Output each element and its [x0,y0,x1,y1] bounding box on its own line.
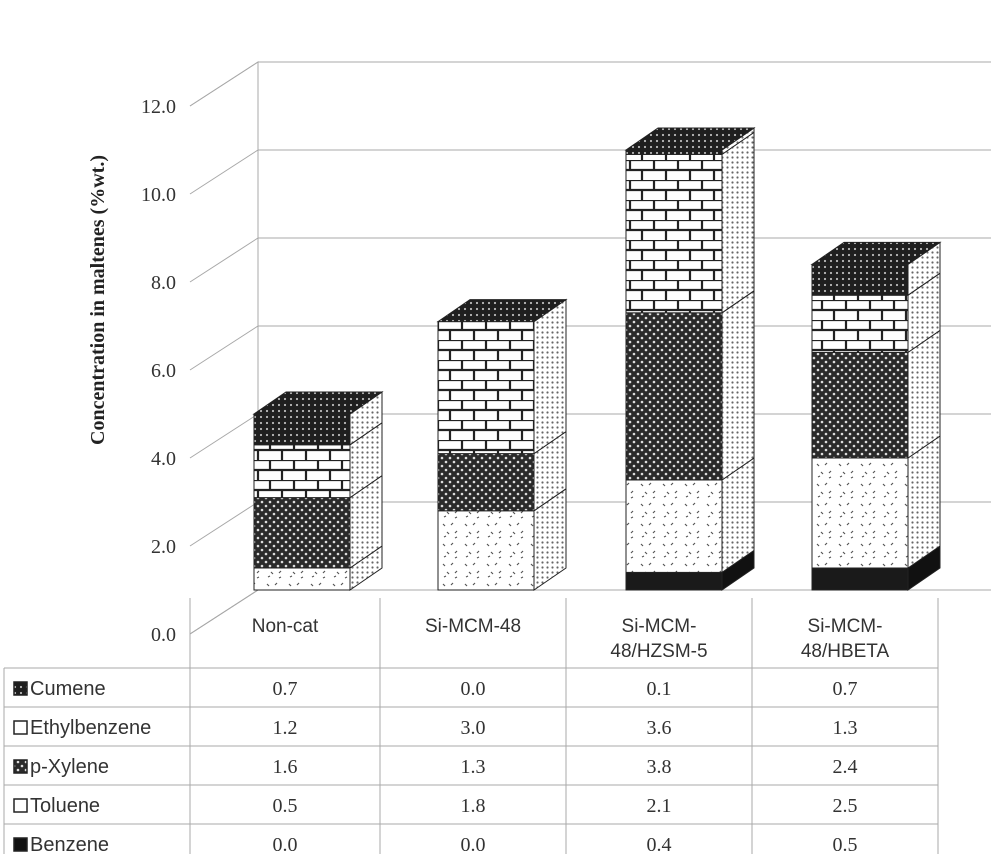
bar-segment [253,567,351,591]
bars [252,127,942,591]
bar-segment [437,453,535,512]
table-cell-value: 0.5 [833,834,858,854]
legend-label: Toluene [30,795,100,817]
table-cell-value: 2.4 [833,756,858,778]
bar-segment [811,294,909,353]
table-cell-value: 3.6 [647,717,672,739]
bar-stack [252,391,384,591]
bar-segment [437,510,535,591]
table-cell-value: 0.7 [833,678,858,700]
table-cell-value: 1.8 [461,795,486,817]
table-cell-value: 0.0 [273,834,298,854]
bar-segment [625,149,723,155]
bar-segment-side [907,435,941,569]
y-axis-tick-labels: 0.0 2.0 4.0 6.0 8.0 10.0 12.0 [141,96,176,646]
table-cell-value: 2.1 [647,795,672,817]
table-cell-value: 2.5 [833,795,858,817]
legend-label: p-Xylene [30,756,109,778]
bar-segment [811,457,909,569]
bar-segment-side [721,289,755,481]
legend-swatch [13,837,28,852]
category-label: Non-cat [252,616,319,637]
y-tick-label: 2.0 [151,536,176,558]
category-label: Si-MCM-48 [425,616,521,637]
bar-segment-side [721,131,755,314]
category-label: 48/HZSM-5 [610,641,707,662]
table-cell-value: 1.6 [273,756,298,778]
table-cell-value: 0.4 [647,834,672,854]
bar-segment-side [533,298,567,455]
y-tick-label: 10.0 [141,184,176,206]
bar-segment [811,567,909,591]
table-cell-value: 1.2 [273,717,298,739]
bar-segment [625,312,723,481]
table-cell-value: 0.7 [273,678,298,700]
y-axis-label: Concentration in maltenes (%wt.) [87,155,109,445]
table-cell-value: 3.8 [647,756,672,778]
table-cell-value: 0.5 [273,795,298,817]
bar-segment [625,153,723,314]
table-cell-value: 0.0 [461,678,486,700]
legend-label: Cumene [30,678,106,700]
category-label: Si-MCM- [808,616,883,637]
legend-label: Benzene [30,834,109,854]
bar-stack [624,127,756,591]
bar-stack [436,298,568,591]
y-tick-label: 4.0 [151,448,176,470]
bar-segment [253,413,351,446]
y-tick-label: 0.0 [151,624,176,646]
bar-top [436,299,568,323]
bar-stack [810,241,942,591]
data-table: Non-cat Si-MCM-48 Si-MCM- 48/HZSM-5 Si-MCM- 4… [3,598,939,854]
table-cell-value: 1.3 [833,717,858,739]
bar-segment [437,321,535,455]
y-tick-label: 8.0 [151,272,176,294]
table-cell-value: 3.0 [461,717,486,739]
bar-top [624,127,756,151]
gridline [189,61,991,107]
legend-swatch [13,798,28,813]
table-cell-value: 0.0 [461,834,486,854]
table-cell-value: 0.1 [647,678,672,700]
y-tick-label: 12.0 [141,96,176,118]
legend-swatch [13,681,28,696]
y-tick-label: 6.0 [151,360,176,382]
bar-segment [625,571,723,591]
bar-segment [253,444,351,499]
bar-segment [811,351,909,459]
gridline [189,149,991,195]
bar-top [810,241,942,265]
legend-swatch [13,720,28,735]
bar-top [252,391,384,415]
bar-segment [811,263,909,296]
legend-label: Ethylbenzene [30,717,151,739]
category-label: 48/HBETA [801,641,890,662]
legend-swatch [13,759,28,774]
bar-segment [625,479,723,573]
bar-segment [253,497,351,569]
table-cell-value: 1.3 [461,756,486,778]
category-label: Si-MCM- [622,616,697,637]
